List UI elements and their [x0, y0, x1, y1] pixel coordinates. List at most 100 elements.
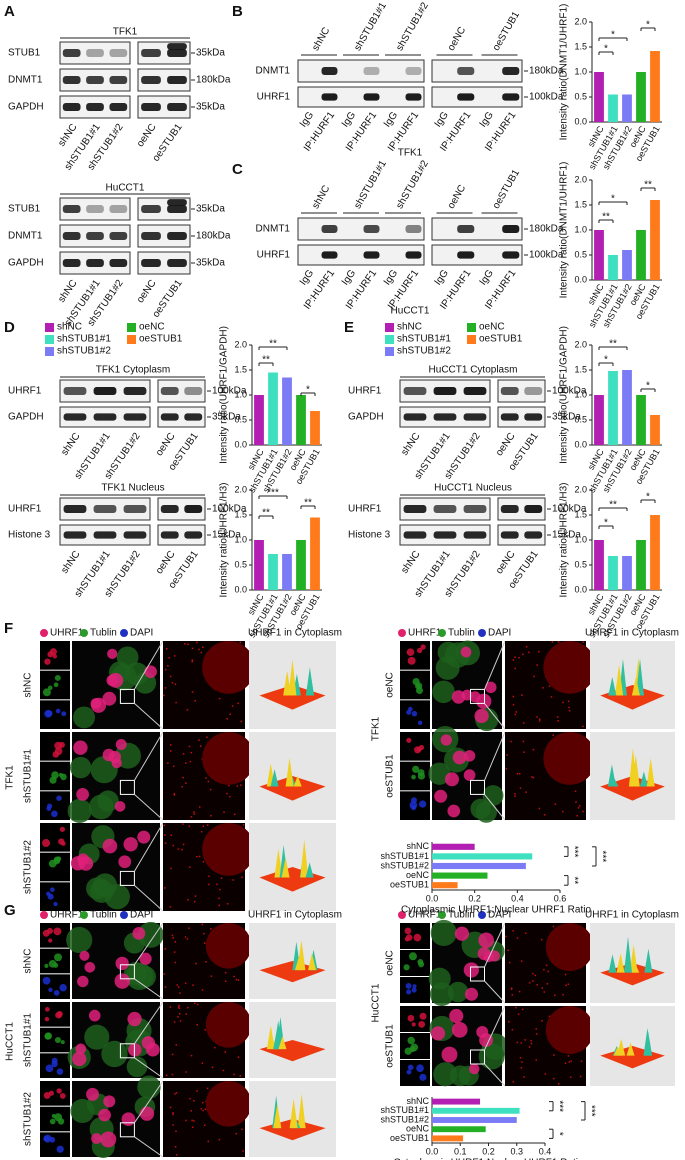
blot-band: [86, 232, 104, 240]
blot-membrane: [137, 95, 191, 119]
channel-dot: [478, 629, 486, 637]
lane-group-label: shSTUB1#2: [394, 0, 431, 53]
zoom-dot: [520, 1067, 523, 1069]
zoom-dot: [170, 867, 172, 870]
zoom-line: [484, 1063, 506, 1087]
zoom-dot: [226, 792, 228, 795]
cell: [420, 644, 426, 650]
row-label: oeNC: [385, 950, 396, 976]
zoom-dot: [541, 987, 543, 989]
zoom-dot: [562, 993, 564, 996]
zoom-dot: [182, 752, 185, 755]
zoom-dot: [538, 650, 540, 653]
zoom-dot: [510, 988, 513, 990]
zoom-dot: [518, 990, 521, 993]
blot-band: [93, 387, 117, 395]
cell: [482, 785, 504, 806]
zoom-dot: [540, 938, 543, 941]
zoom-dot: [174, 961, 177, 964]
blot-band: [363, 251, 380, 259]
zoom-dot: [202, 861, 205, 863]
bar: [282, 554, 292, 590]
blot-band: [109, 49, 128, 57]
y-tick-label: 1.5: [574, 364, 587, 374]
sig-label: ***: [596, 851, 607, 863]
x-tick-label: 0.2: [482, 1146, 495, 1156]
zoom-dot: [520, 1042, 523, 1044]
bar: [432, 1117, 517, 1123]
zoom-dot: [169, 1006, 172, 1008]
marker-label: 100kDa: [212, 504, 247, 515]
x-tick-label: 0.0: [426, 1146, 439, 1156]
zoom-dot: [175, 1092, 178, 1094]
row-label: oeNC: [385, 672, 396, 698]
x-tick-label: 0.4: [539, 1146, 552, 1156]
channel-dot: [478, 911, 486, 919]
zoom-dot: [172, 937, 174, 939]
zoom-dot: [550, 696, 553, 698]
cell: [409, 801, 418, 810]
zoom-dot: [164, 948, 167, 950]
y-tick-label: 1.0: [574, 224, 587, 234]
zoom-dot: [175, 1130, 177, 1133]
y-tick-label: 0.5: [234, 559, 247, 569]
zoom-line: [133, 822, 164, 872]
zoom-line: [484, 980, 506, 1004]
blot-band: [141, 205, 161, 213]
channel-dot: [438, 629, 446, 637]
zoom-dot: [167, 665, 169, 667]
sig-label: *: [646, 381, 650, 392]
lane-label: shNC: [59, 431, 82, 458]
cell: [102, 748, 115, 762]
zoom-dot: [226, 903, 229, 905]
zoom-dot: [189, 866, 191, 868]
zoom-nucleus: [545, 923, 594, 971]
y-axis-label: Intensity ratio(DNMT1/UHRF1): [559, 4, 570, 141]
zoom-nucleus: [543, 641, 597, 694]
lane-group-label: shSTUB1#1: [352, 158, 389, 211]
zoom-dot: [200, 1108, 203, 1110]
lane-label: oeNC: [154, 549, 178, 576]
y-axis-label: Intensity ratio(UHRF1/GAPDH): [219, 326, 230, 464]
legend-swatch: [45, 323, 54, 332]
cell: [432, 680, 455, 704]
blot-row-label: GAPDH: [8, 412, 44, 423]
blot-band: [433, 413, 457, 421]
x-tick-label: 0.3: [510, 1146, 523, 1156]
panel-letter: A: [4, 3, 15, 20]
marker-label: 180kDa: [196, 75, 231, 86]
zoom-dot: [565, 984, 567, 987]
cell: [46, 803, 53, 809]
cell: [430, 919, 457, 947]
zoom-dot: [174, 683, 177, 685]
blot-band: [86, 259, 104, 267]
zoom-dot: [511, 1028, 514, 1031]
blot-row-label: GAPDH: [8, 102, 44, 113]
blot-row-label: UHRF1: [257, 250, 291, 261]
cell: [463, 750, 476, 762]
zoom-dot: [201, 1062, 204, 1064]
blot-band: [160, 413, 179, 421]
blot-band: [167, 199, 187, 206]
zoom-dot: [510, 740, 512, 743]
zoom-dot: [524, 1039, 526, 1041]
zoom-dot: [187, 1006, 189, 1009]
cell: [43, 1134, 52, 1143]
cell: [84, 961, 96, 973]
zoom-dot: [164, 834, 166, 836]
zoom-dot: [187, 643, 189, 646]
cell: [460, 646, 472, 658]
cell: [70, 856, 86, 871]
zoom-dot: [191, 660, 193, 663]
zoom-dot: [514, 795, 516, 797]
panel-letter: B: [232, 3, 243, 20]
zoom-dot: [224, 971, 227, 974]
zoom-dot: [536, 716, 538, 718]
zoom-nucleus: [543, 732, 597, 785]
zoom-dot: [200, 830, 203, 833]
blot-cell: TFK1: [113, 27, 138, 38]
y-tick-label: 0.5: [234, 414, 247, 424]
zoom-box: [119, 964, 135, 980]
zoom-line: [134, 885, 164, 912]
y-tick-label: 2.0: [234, 339, 247, 349]
